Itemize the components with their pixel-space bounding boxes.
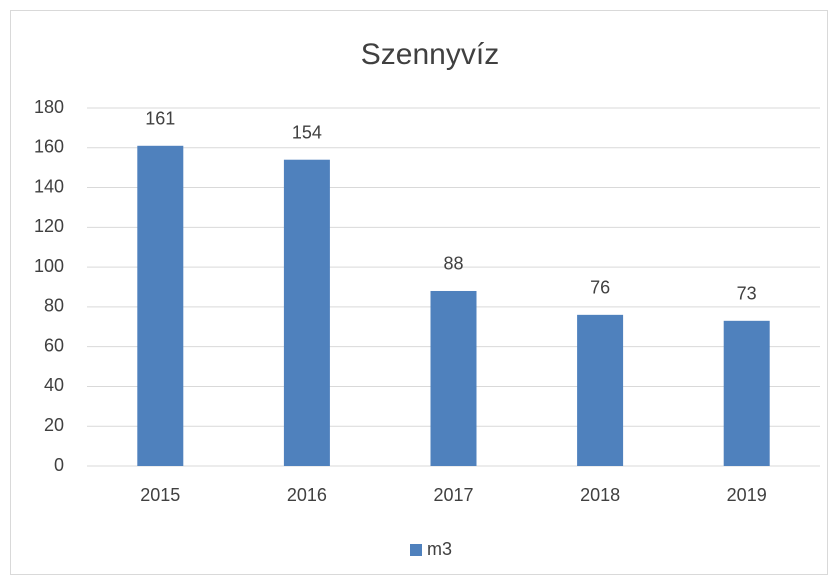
bar <box>430 290 477 466</box>
y-tick-label: 140 <box>34 176 64 196</box>
y-tick-label: 0 <box>54 455 64 475</box>
x-tick-label: 2015 <box>140 485 180 505</box>
bar <box>137 145 184 467</box>
chart-title: Szennyvíz <box>361 38 499 71</box>
bar <box>283 159 330 466</box>
x-tick-label: 2019 <box>727 485 767 505</box>
x-tick-label: 2017 <box>433 485 473 505</box>
x-tick-label: 2018 <box>580 485 620 505</box>
data-label: 161 <box>145 109 175 129</box>
data-label: 73 <box>737 284 757 304</box>
legend-swatch <box>410 544 422 556</box>
chart-border <box>10 10 828 575</box>
y-tick-label: 160 <box>34 137 64 157</box>
bar <box>577 314 624 466</box>
y-tick-label: 20 <box>44 415 64 435</box>
y-tick-label: 100 <box>34 256 64 276</box>
y-tick-label: 40 <box>44 375 64 395</box>
x-tick-label: 2016 <box>287 485 327 505</box>
y-tick-label: 120 <box>34 216 64 236</box>
legend-label: m3 <box>427 539 452 559</box>
y-tick-label: 60 <box>44 335 64 355</box>
data-label: 88 <box>443 254 463 274</box>
data-label: 154 <box>292 122 322 142</box>
y-tick-label: 80 <box>44 296 64 316</box>
bar <box>723 320 770 466</box>
y-tick-label: 180 <box>34 97 64 117</box>
data-label: 76 <box>590 278 610 298</box>
